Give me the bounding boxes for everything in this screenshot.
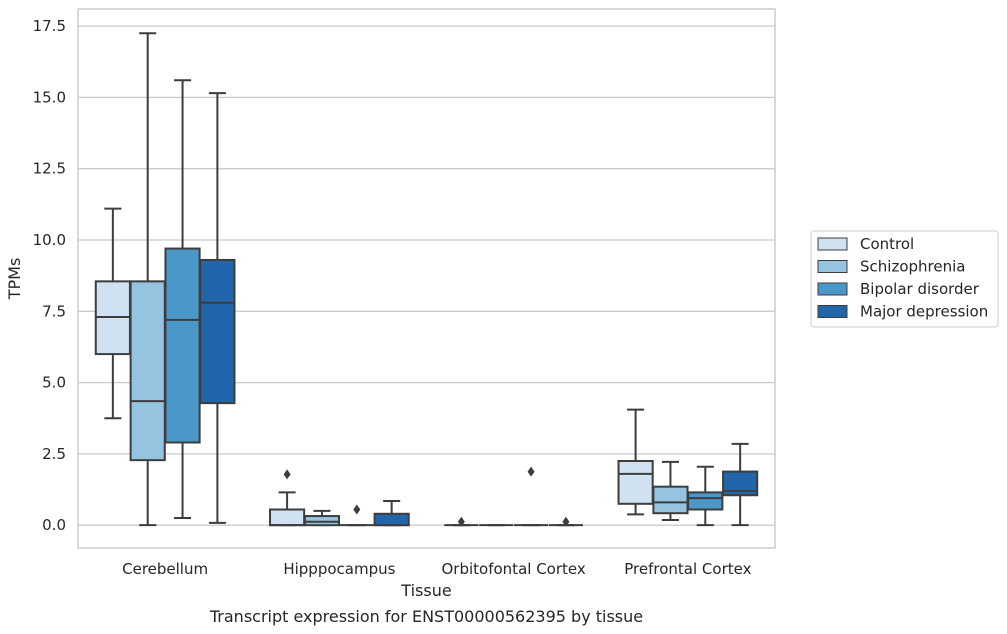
box-schizophrenia bbox=[129, 32, 166, 527]
x-tick-label: Hipppocampus bbox=[283, 560, 395, 578]
box-major-depression bbox=[373, 499, 410, 527]
y-tick-label: 10.0 bbox=[33, 231, 66, 249]
y-tick-label: 0.0 bbox=[42, 516, 66, 534]
outlier-point bbox=[527, 466, 535, 477]
legend: Control Schizophrenia Bipolar disorder Majo… bbox=[810, 230, 999, 328]
y-tick-label: 17.5 bbox=[33, 17, 66, 35]
y-axis-title: TPMs bbox=[5, 258, 24, 301]
iqr-box bbox=[303, 515, 341, 527]
legend-label: Schizophrenia bbox=[860, 258, 965, 276]
y-tick-label: 5.0 bbox=[42, 374, 66, 392]
y-tick-labels: 0.0 2.5 5.0 7.5 10.0 12.5 15.0 17.5 bbox=[33, 17, 66, 534]
iqr-box bbox=[652, 485, 689, 515]
x-tick-label: Cerebellum bbox=[122, 560, 208, 578]
legend-label: Major depression bbox=[860, 303, 988, 321]
legend-frame bbox=[810, 230, 999, 328]
outlier-point bbox=[283, 469, 291, 480]
box-schizophrenia bbox=[652, 460, 689, 522]
box-bipolar-disorder bbox=[164, 79, 201, 520]
box-bipolar-disorder bbox=[513, 466, 549, 527]
x-tick-label: Orbitofontal Cortex bbox=[442, 560, 586, 578]
iqr-box bbox=[164, 247, 201, 444]
plot-frame bbox=[77, 8, 776, 549]
x-tick-labels: Cerebellum Hipppocampus Orbitofontal Corte… bbox=[122, 560, 751, 578]
x-axis-title: Tissue bbox=[400, 581, 451, 600]
box-major-depression bbox=[722, 442, 759, 527]
iqr-box bbox=[129, 280, 166, 462]
box-major-depression bbox=[199, 92, 236, 524]
outlier-point bbox=[353, 504, 361, 515]
y-tick-label: 7.5 bbox=[42, 302, 66, 320]
iqr-box bbox=[617, 460, 654, 505]
legend-label: Bipolar disorder bbox=[860, 280, 980, 298]
legend-swatch bbox=[817, 237, 848, 251]
box-control bbox=[617, 408, 654, 516]
y-tick-label: 12.5 bbox=[33, 160, 66, 178]
chart-caption: Transcript expression for ENST0000056239… bbox=[209, 607, 643, 626]
legend-label: Control bbox=[860, 235, 914, 253]
box-control bbox=[94, 207, 131, 420]
box-bipolar-disorder bbox=[687, 465, 724, 527]
legend-swatch bbox=[817, 305, 848, 318]
legend-swatch bbox=[817, 260, 848, 273]
outlier-point bbox=[562, 516, 570, 527]
legend-entries: Control Schizophrenia Bipolar disorder Majo… bbox=[817, 235, 988, 321]
iqr-box bbox=[722, 470, 759, 497]
box-major-depression bbox=[548, 516, 583, 527]
y-tick-label: 15.0 bbox=[33, 88, 66, 106]
box-schizophrenia bbox=[303, 509, 341, 527]
box-control bbox=[444, 516, 479, 527]
iqr-box bbox=[199, 258, 236, 405]
legend-swatch bbox=[817, 282, 848, 296]
box-groups bbox=[94, 32, 759, 527]
x-tick-label: Prefrontal Cortex bbox=[624, 560, 751, 578]
iqr-box bbox=[687, 491, 724, 511]
box-bipolar-disorder bbox=[339, 504, 374, 527]
box-control bbox=[269, 469, 306, 527]
iqr-box bbox=[269, 508, 306, 527]
y-tick-label: 2.5 bbox=[42, 445, 66, 463]
outlier-point bbox=[457, 516, 465, 527]
iqr-box bbox=[373, 512, 410, 527]
